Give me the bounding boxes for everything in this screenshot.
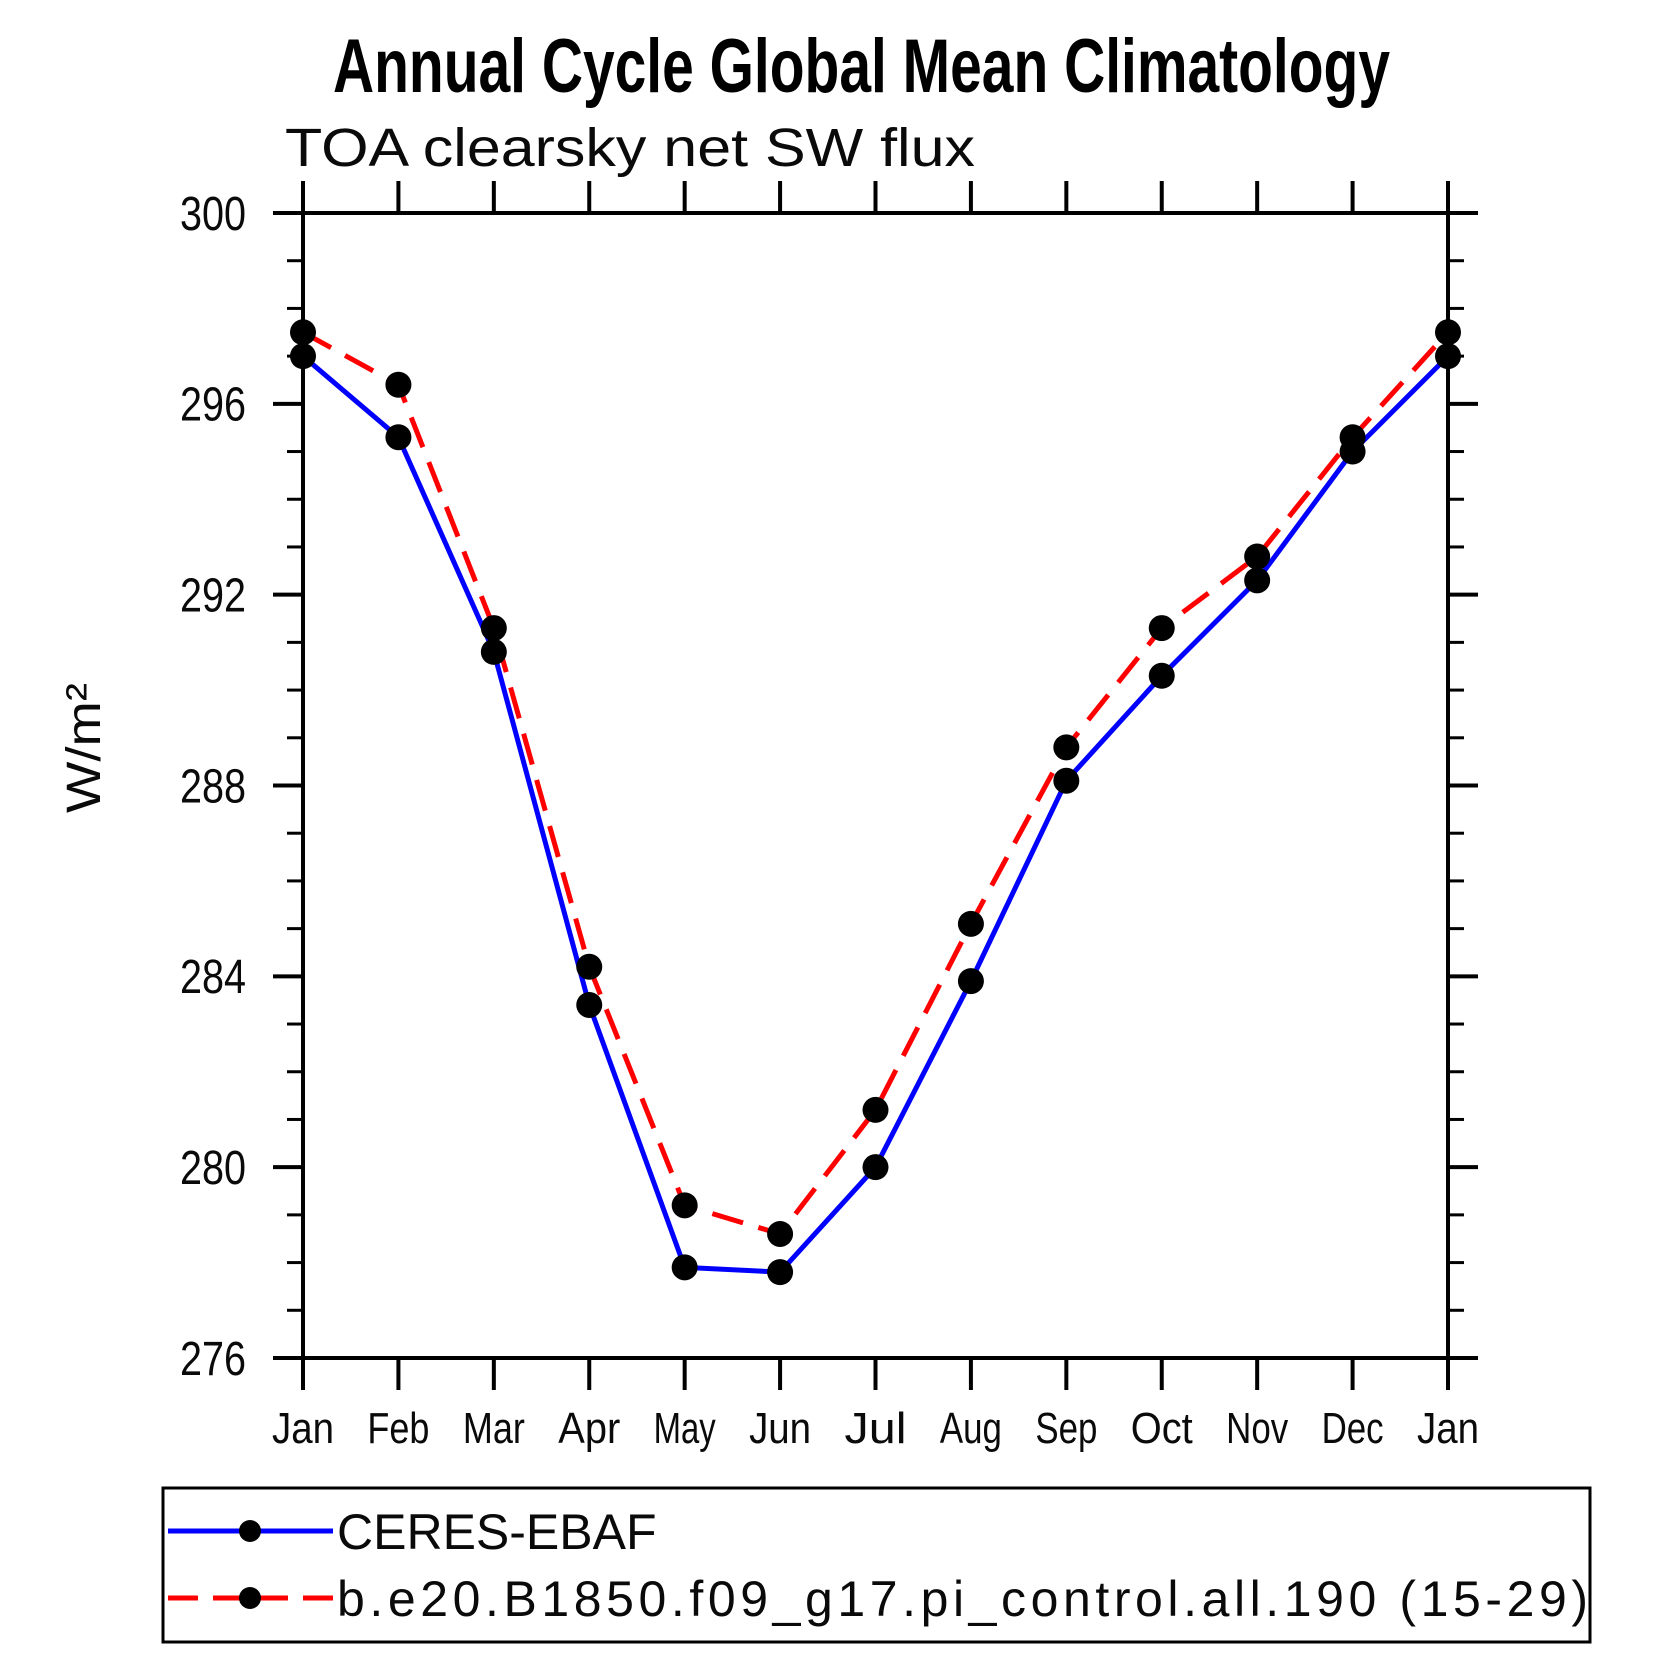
series-0-marker xyxy=(290,343,316,370)
axis-frame xyxy=(301,211,1450,1360)
x-tick-label: Mar xyxy=(463,1404,525,1453)
series-0-marker xyxy=(385,424,412,451)
series-1-marker xyxy=(1339,424,1366,451)
series-1-marker xyxy=(767,1220,794,1247)
y-tick-label: 288 xyxy=(180,760,246,813)
series-1-marker xyxy=(385,371,412,398)
legend: CERES-EBAF b.e20.B1850.f09_g17.pi_contro… xyxy=(161,1486,1592,1644)
y-tick-label: 284 xyxy=(180,951,246,1004)
x-tick-label: May xyxy=(654,1404,716,1453)
series-1-marker xyxy=(957,910,984,937)
series-0-marker xyxy=(1148,662,1175,689)
series-1-marker xyxy=(480,615,507,642)
legend-marker-dot-icon xyxy=(239,1520,261,1542)
series-1-marker xyxy=(1053,734,1080,761)
chart-subtitle: TOA clearsky net SW flux xyxy=(285,118,975,178)
series-1-marker xyxy=(1244,543,1271,570)
y-tick-label: 276 xyxy=(180,1333,246,1386)
legend-label-model-run: b.e20.B1850.f09_g17.pi_control.all.190 (… xyxy=(337,1571,1588,1627)
x-tick-label: Sep xyxy=(1035,1404,1097,1453)
y-tick-label: 300 xyxy=(180,188,246,241)
x-tick-label: Jun xyxy=(749,1404,811,1453)
series-line-0 xyxy=(301,354,1450,1275)
series-1-marker xyxy=(290,319,316,346)
x-tick-label: Oct xyxy=(1131,1404,1193,1453)
x-tick-label: Apr xyxy=(558,1404,620,1453)
series-0-marker xyxy=(957,968,984,995)
series-1-marker xyxy=(862,1096,889,1123)
x-tick-label: Nov xyxy=(1226,1404,1288,1453)
x-tick-label: Dec xyxy=(1322,1404,1384,1453)
series-1-marker xyxy=(1148,615,1175,642)
x-tick-label: Jul xyxy=(845,1404,907,1453)
plot-area: 276 280 284 288 292 296 300 Jan Feb Mar Apr May Jun J… xyxy=(180,181,1479,1453)
series-1-marker xyxy=(1435,319,1461,346)
legend-box xyxy=(161,1486,1592,1644)
series-1-marker xyxy=(576,953,603,980)
legend-item-ceres-ebaf: CERES-EBAF xyxy=(168,1504,657,1560)
legend-item-model-run: b.e20.B1850.f09_g17.pi_control.all.190 (… xyxy=(168,1571,1588,1627)
series-0-marker xyxy=(576,991,603,1018)
series-0-marker xyxy=(767,1259,794,1286)
series-0-marker xyxy=(1435,343,1461,370)
series-1-marker xyxy=(671,1192,698,1219)
series-0-marker xyxy=(480,638,507,665)
y-tick-label: 280 xyxy=(180,1142,246,1195)
x-tick-label: Feb xyxy=(367,1404,429,1453)
x-tick-label: Jan xyxy=(1417,1404,1479,1453)
series-0-marker xyxy=(1053,767,1080,794)
x-tick-label: Jan xyxy=(272,1404,334,1453)
y-tick-label: 296 xyxy=(180,379,246,432)
y-tick-label: 292 xyxy=(180,569,246,622)
series-0-marker xyxy=(862,1154,889,1181)
chart-title: Annual Cycle Global Mean Climatology xyxy=(333,24,1390,109)
legend-label-ceres-ebaf: CERES-EBAF xyxy=(337,1504,657,1560)
legend-marker-dot-icon xyxy=(239,1587,261,1609)
series-0-marker xyxy=(1244,567,1271,594)
series-0-marker xyxy=(671,1254,698,1281)
y-axis-label: W/m² xyxy=(58,683,111,813)
x-tick-label: Aug xyxy=(940,1404,1002,1453)
